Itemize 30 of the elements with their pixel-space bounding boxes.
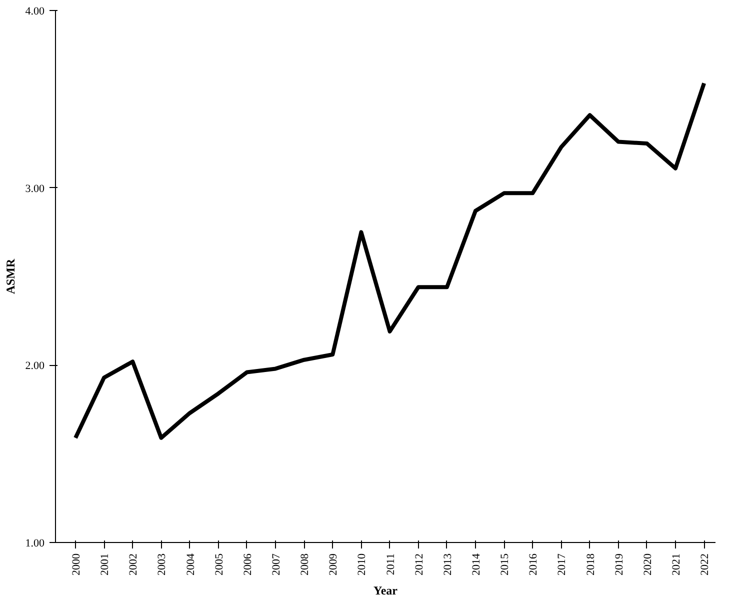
y-axis-title: ASMR	[3, 258, 18, 294]
y-tick-label: 3.00	[25, 182, 45, 195]
x-tick-label: 2011	[384, 554, 397, 576]
x-tick-label: 2018	[584, 553, 597, 576]
x-tick-label: 2016	[528, 553, 540, 576]
x-tick-label: 2009	[328, 553, 340, 576]
x-tick-label: 2017	[556, 553, 568, 576]
x-tick-label: 2015	[499, 553, 512, 576]
x-tick-label: 2007	[270, 553, 282, 576]
x-tick-label: 2001	[99, 554, 112, 576]
x-tick-label: 2013	[442, 553, 454, 576]
x-tick-label: 2006	[242, 553, 254, 576]
x-tick-label: 2008	[299, 553, 312, 576]
x-tick-label: 2012	[413, 554, 426, 576]
x-tick-label: 2004	[184, 553, 197, 576]
x-axis-title: Year	[374, 584, 398, 598]
x-tick-label: 2003	[156, 553, 168, 576]
x-tick-label: 2002	[128, 554, 140, 576]
line-series	[74, 81, 706, 440]
x-tick-label: 2021	[670, 554, 682, 576]
x-tick-label: 2010	[356, 553, 368, 576]
y-tick-label: 4.00	[25, 6, 45, 18]
x-tick-label: 2019	[613, 553, 626, 576]
y-tick-label: 2.00	[25, 360, 45, 372]
x-tick-label: 2005	[213, 553, 226, 576]
x-tick-label: 2000	[70, 553, 82, 576]
y-tick-label: 1.00	[25, 538, 45, 550]
x-tick-label: 2014	[470, 553, 482, 576]
x-tick-label: 2020	[642, 553, 654, 576]
x-tick-label: 2022	[699, 554, 712, 576]
